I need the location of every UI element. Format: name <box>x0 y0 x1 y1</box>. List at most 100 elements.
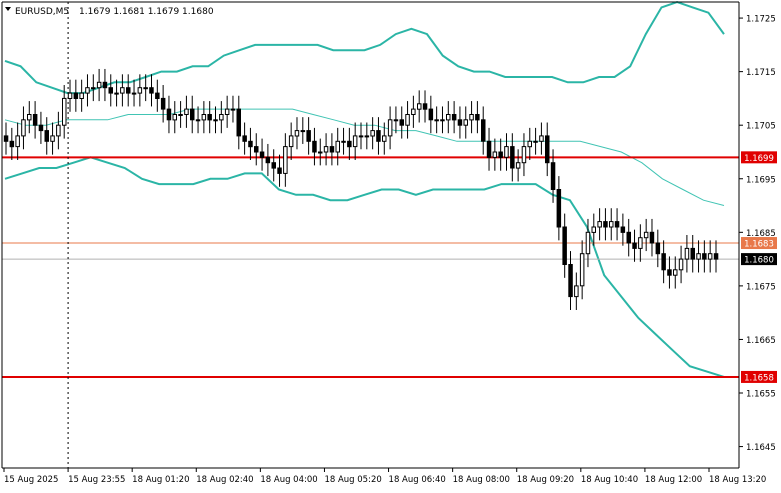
candle-body <box>178 114 183 116</box>
candle-body <box>446 114 451 121</box>
candle-body <box>579 253 585 287</box>
ohlc-values: 1.1679 1.1681 1.1679 1.1680 <box>79 7 214 17</box>
candle-body <box>230 108 236 111</box>
candle-body <box>323 146 329 153</box>
candle-body <box>556 189 562 228</box>
candle-body <box>417 103 422 110</box>
bollinger-upper-line <box>4 0 725 95</box>
candle-body <box>562 226 567 265</box>
candle-body <box>399 119 404 126</box>
candle-body <box>190 108 195 121</box>
candle-body <box>527 140 532 148</box>
candle-body <box>120 87 125 94</box>
candle-body <box>411 108 416 115</box>
candle-body <box>597 221 602 228</box>
candle-body <box>143 87 148 90</box>
candle-body <box>271 162 276 169</box>
candle-body <box>108 87 113 94</box>
dropdown-triangle-icon[interactable] <box>5 7 11 11</box>
candle-body <box>492 151 498 158</box>
candle-body <box>405 114 410 126</box>
candle-body <box>27 114 32 121</box>
y-tick-label: 1.1675 <box>746 282 776 292</box>
candle-body <box>486 140 492 158</box>
candle-body <box>67 92 73 99</box>
x-tick-label: 18 Aug 02:40 <box>196 475 253 485</box>
candle-body <box>288 135 294 148</box>
symbol-label[interactable]: EURUSD,M5 <box>15 7 69 17</box>
candle-body <box>550 162 556 190</box>
candle-body <box>102 81 108 89</box>
x-tick-label: 18 Aug 06:40 <box>389 475 446 485</box>
x-tick-label: 18 Aug 04:00 <box>260 475 317 485</box>
candle-body <box>335 140 340 153</box>
y-tick-label: 1.1695 <box>746 175 776 185</box>
candle-body <box>428 108 434 121</box>
candle-body <box>3 135 9 142</box>
candle-body <box>184 108 189 115</box>
candle-body <box>440 119 445 122</box>
candle-body <box>707 253 713 260</box>
candle-body <box>300 130 306 133</box>
candle-body <box>259 151 265 158</box>
candle-body <box>451 114 457 121</box>
price-label-1.1658: 1.1658 <box>744 373 774 383</box>
candle-body <box>364 135 370 138</box>
candle-body <box>574 285 579 298</box>
candle-body <box>73 92 79 99</box>
candle-body <box>678 258 684 271</box>
candle-body <box>655 242 661 255</box>
y-tick-label: 1.1705 <box>746 122 776 132</box>
chart-header[interactable]: EURUSD,M5 1.1679 1.1681 1.1679 1.1680 <box>5 7 214 17</box>
candle-body <box>358 135 364 138</box>
bollinger-middle-line <box>4 108 725 206</box>
candle-body <box>713 253 719 260</box>
candle-body <box>702 253 707 260</box>
candle-body <box>661 253 666 271</box>
candle-body <box>56 124 61 137</box>
candle-body <box>498 151 503 158</box>
candle-body <box>137 87 143 94</box>
candle-body <box>382 135 387 142</box>
candle-body <box>248 140 253 148</box>
candle-body <box>533 140 538 143</box>
candle-body <box>684 247 690 260</box>
candle-body <box>44 130 49 142</box>
candle-body <box>224 108 230 115</box>
candle-body <box>195 119 201 122</box>
x-tick-label: 18 Aug 12:00 <box>645 475 702 485</box>
candle-body <box>347 140 352 148</box>
candle-body <box>481 119 486 142</box>
y-tick-label: 1.1725 <box>746 15 776 25</box>
price-label-1.1680-box <box>741 253 777 266</box>
candle-body <box>690 247 695 260</box>
price-level-lines <box>2 156 739 378</box>
y-tick-label: 1.1655 <box>746 390 776 400</box>
price-label-1.1699-box <box>741 151 777 164</box>
candle-body <box>434 119 439 122</box>
bollinger-lower-line <box>4 156 725 378</box>
candle-body <box>667 269 672 276</box>
candle-body <box>603 221 608 228</box>
candle-body <box>620 226 626 233</box>
candle-body <box>254 146 259 153</box>
price-label-1.1680: 1.1680 <box>744 256 774 266</box>
candle-body <box>242 135 247 142</box>
candle-body <box>329 146 335 153</box>
candle-body <box>21 119 26 137</box>
axes: 1.1699 1.1658 1.1683 1.1680 1.1725 1.1715 1.17… <box>1 1 777 485</box>
candle-body <box>294 130 300 137</box>
candle-body <box>370 130 375 137</box>
candle-body <box>131 92 137 95</box>
candle-body <box>463 119 468 126</box>
candle-body <box>591 226 596 233</box>
candle-body <box>376 130 381 142</box>
x-tick-label: 15 Aug 23:55 <box>68 475 125 485</box>
candle-body <box>155 92 160 99</box>
candle-body <box>312 140 317 153</box>
candle-body <box>236 108 241 137</box>
candle-body <box>510 146 515 169</box>
price-label-1.1683-box <box>741 237 777 250</box>
candle-body <box>393 119 399 122</box>
